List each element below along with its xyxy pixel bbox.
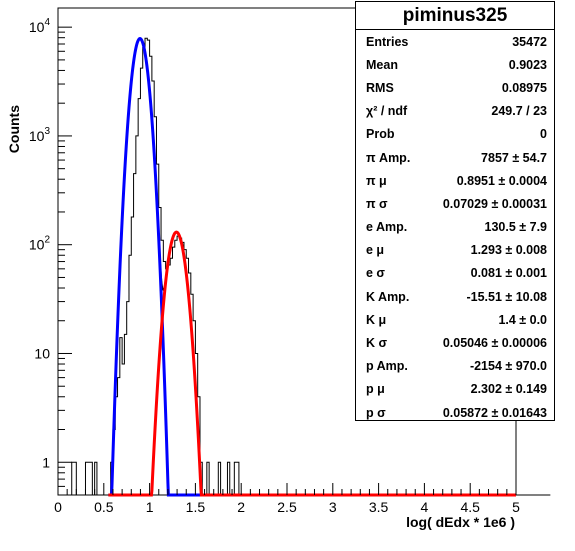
x-tick-label: 2 [237,499,245,515]
stats-rows: Entries 35472 Mean 0.9023 RMS 0.08975 χ² / ndf… [356,30,554,424]
stats-row: π μ 0.8951 ± 0.0004 [356,169,554,192]
stats-box: piminus325 Entries 35472 Mean 0.9023 RMS 0.08… [355,1,555,421]
stats-row-label: p μ [366,382,385,397]
stats-row-label: p Amp. [366,359,408,374]
stats-row-label: Mean [366,57,398,72]
stats-row-label: p σ [366,405,386,420]
stats-row: Entries 35472 [356,30,554,53]
stats-row: p σ 0.05872 ± 0.01643 [356,401,554,424]
stats-row-value: 7857 ± 54.7 [481,150,547,165]
stats-row-value: 1.293 ± 0.008 [470,243,547,258]
y-axis: 1 10 102 103 104 [29,17,72,496]
fit-curves [108,36,516,497]
stats-row-value: 0.07029 ± 0.00031 [442,196,547,211]
stats-row: e μ 1.293 ± 0.008 [356,239,554,262]
stats-row: π Amp. 7857 ± 54.7 [356,146,554,169]
y-tick-label: 102 [29,235,51,253]
y-tick-label: 104 [29,17,51,35]
x-axis-title: log( dEdx * 1e6 ) [406,514,515,530]
stats-row: χ² / ndf 249.7 / 23 [356,100,554,123]
stats-row: p μ 2.302 ± 0.149 [356,378,554,401]
stats-title: piminus325 [356,2,554,30]
stats-row: RMS 0.08975 [356,76,554,99]
stats-row-value: 1.4 ± 0.0 [498,312,547,327]
stats-row-value: 0 [540,127,547,142]
y-tick-label: 10 [34,345,50,361]
stats-row-label: K Amp. [366,289,410,304]
stats-row-value: 0.05046 ± 0.00006 [442,336,547,351]
x-tick-label: 1.5 [186,499,206,515]
stats-row: K μ 1.4 ± 0.0 [356,308,554,331]
y-axis-title: Counts [6,105,22,153]
stats-row-label: e Amp. [366,220,408,235]
stats-row: Mean 0.9023 [356,53,554,76]
x-tick-label: 1 [146,499,154,515]
x-tick-label: 4 [421,499,429,515]
stats-row-label: e σ [366,266,385,281]
stats-row-value: 0.8951 ± 0.0004 [456,173,547,188]
stats-row-label: Prob [366,127,395,142]
x-tick-label: 4.5 [460,499,480,515]
stats-row-label: π σ [366,196,388,211]
stats-row-value: -2154 ± 970.0 [469,359,547,374]
stats-row-label: e μ [366,243,385,258]
x-tick-label: 0 [54,499,62,515]
stats-row-value: -15.51 ± 10.08 [466,289,547,304]
y-tick-label: 1 [42,454,50,470]
x-axis: 0 0.5 1 1.5 2 2.5 3 3.5 4 4.5 5 [54,483,520,515]
x-tick-label: 3 [329,499,337,515]
stats-row-value: 0.081 ± 0.001 [470,266,547,281]
stats-row-value: 0.9023 [508,57,547,72]
stats-row-value: 249.7 / 23 [491,104,547,119]
stats-row: K σ 0.05046 ± 0.00006 [356,331,554,354]
stats-row: p Amp. -2154 ± 970.0 [356,355,554,378]
stats-row: e σ 0.081 ± 0.001 [356,262,554,285]
stats-row-label: π Amp. [366,150,411,165]
stats-row: Prob 0 [356,123,554,146]
stats-row-value: 0.08975 [501,80,547,95]
y-tick-label: 103 [29,126,51,144]
stats-row-value: 0.05872 ± 0.01643 [442,405,547,420]
stats-row: e Amp. 130.5 ± 7.9 [356,216,554,239]
x-tick-label: 2.5 [277,499,297,515]
stats-row-label: Entries [366,34,409,49]
stats-row-label: RMS [366,80,394,95]
stats-row-label: π μ [366,173,387,188]
x-tick-label: 0.5 [94,499,114,515]
stats-row-label: K σ [366,336,388,351]
fit-curve-1 [108,230,516,497]
stats-row: π σ 0.07029 ± 0.00031 [356,192,554,215]
stats-row-label: K μ [366,312,387,327]
x-tick-label: 3.5 [369,499,389,515]
stats-row-value: 2.302 ± 0.149 [470,382,547,397]
stats-row-value: 130.5 ± 7.9 [484,220,547,235]
stats-row-value: 35472 [512,34,547,49]
stats-row-label: χ² / ndf [366,104,408,119]
x-tick-label: 5 [512,499,520,515]
stats-row: K Amp. -15.51 ± 10.08 [356,285,554,308]
